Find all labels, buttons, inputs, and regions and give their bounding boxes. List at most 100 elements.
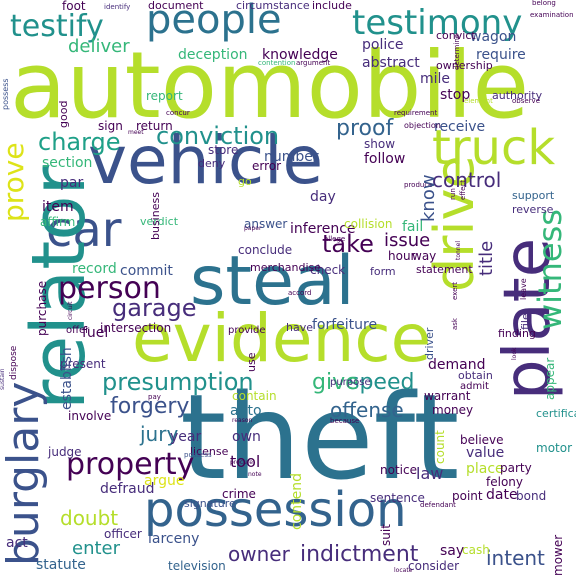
word-cloud-term-steal: steal	[190, 242, 355, 321]
word-cloud-term-argument: identify	[104, 3, 131, 11]
word-cloud-term-theft: theft	[180, 368, 460, 506]
word-cloud-term-abstract: abstract	[362, 55, 420, 71]
word-cloud-term-license: signature	[184, 497, 236, 510]
word-cloud-term-place: place	[466, 461, 504, 477]
word-cloud-term-have: form	[370, 265, 396, 278]
word-cloud-term-crime: crime	[222, 487, 256, 501]
word-cloud-term-sign: report	[146, 89, 183, 103]
word-cloud-term-owner: owner	[228, 542, 290, 566]
word-cloud-term-defraud: defraud	[100, 481, 155, 497]
word-cloud-term-ownership: convict	[436, 29, 476, 42]
word-cloud-term-speed: speed	[348, 370, 415, 395]
word-cloud-term-identify: possess	[184, 451, 212, 459]
word-cloud-term-sustain: circuit	[67, 301, 74, 320]
word-cloud-term-title: title	[476, 240, 497, 276]
word-cloud-term-auto: auto	[230, 403, 262, 419]
word-cloud-term-dispose: ask	[451, 318, 459, 330]
word-cloud-term-locate: because	[330, 417, 360, 425]
word-cloud-term-commit: commit	[120, 263, 173, 279]
word-cloud-term-consider: consider	[408, 559, 460, 573]
word-cloud-term-way: way	[412, 249, 437, 263]
word-cloud-term-verdict: affirm	[40, 215, 76, 229]
word-cloud-term-concur: produce	[404, 181, 433, 189]
word-cloud-term-officer: officer	[104, 527, 142, 541]
word-cloud-term-fact: tonnel	[455, 241, 462, 260]
word-cloud-term-pay: dispose	[9, 345, 19, 380]
word-cloud-term-provide: file	[519, 313, 532, 330]
word-cloud-term-money: money	[432, 403, 474, 417]
word-cloud-term-party: party	[500, 461, 532, 475]
word-cloud-term-issue: issue	[384, 230, 431, 251]
word-cloud-term-sentence: sentence	[370, 491, 425, 505]
word-cloud-term-good: ownership	[436, 59, 493, 72]
word-cloud-term-warrant: warrant	[424, 389, 471, 403]
word-cloud-term-suit: have	[286, 321, 313, 334]
word-cloud-term-know: know	[418, 174, 439, 222]
word-cloud-term-knowledge: knowledge	[262, 47, 338, 63]
word-cloud-term-television: television	[168, 559, 226, 573]
word-cloud-term-automobile: automobile	[10, 32, 530, 139]
word-cloud-term-record: record	[72, 261, 117, 277]
word-cloud-term-belong: defendant	[420, 501, 456, 509]
word-cloud-term-item: item	[42, 199, 74, 215]
word-cloud-term-driver: use	[245, 352, 258, 372]
word-cloud-term-conclude: collision	[344, 217, 393, 231]
word-cloud-term-paper: note	[248, 471, 262, 478]
word-cloud-term-leave: observe	[512, 97, 541, 105]
word-cloud-term-inference: inference	[290, 221, 356, 237]
word-cloud-term-people: people	[146, 0, 282, 43]
word-cloud-term-meet: argument	[296, 59, 331, 67]
word-cloud-term-fuel: fuel	[82, 325, 109, 341]
word-cloud-term-look: paper	[244, 225, 262, 232]
word-cloud-term-day: day	[310, 189, 336, 205]
word-cloud-term-notice: notice	[380, 463, 417, 477]
word-cloud-term-mower: support	[512, 189, 555, 202]
word-cloud-term-file: finding	[498, 327, 536, 340]
word-cloud-term-appear: appear	[543, 357, 557, 400]
word-cloud-term-property: property	[66, 447, 195, 482]
word-cloud-term-examination: locate	[394, 567, 413, 574]
word-cloud-term-garage: garage	[112, 294, 197, 322]
word-cloud-term-check: conclude	[238, 243, 293, 257]
word-cloud-term-collision: answer	[244, 217, 288, 231]
word-cloud-term-felony: felony	[486, 475, 523, 489]
word-cloud-term-signature: suit	[379, 524, 393, 546]
word-cloud-term-hour: hour	[388, 249, 416, 263]
word-cloud-term-give: give	[312, 370, 359, 395]
word-cloud-term-fail: fail	[402, 219, 424, 235]
word-cloud-term-reverse: license	[190, 445, 229, 458]
word-cloud-term-conviction: conviction	[156, 122, 280, 150]
word-cloud-term-truck: truck	[432, 120, 556, 176]
word-cloud-term-person: person	[58, 271, 161, 306]
word-cloud-term-point: point	[452, 489, 483, 503]
word-cloud-term-count: count	[433, 430, 447, 464]
word-cloud-term-purchase: purchase	[35, 280, 49, 336]
word-cloud-term-support: reverse	[512, 203, 554, 216]
word-cloud-term-ask: accord	[288, 289, 312, 297]
word-cloud-term-involve: involve	[68, 409, 112, 423]
word-cloud-term-intent: intent	[486, 546, 545, 570]
word-cloud-term-purpose: business	[149, 192, 162, 240]
word-cloud-term-effect: exert	[451, 281, 459, 300]
word-cloud-term-because: pay	[148, 393, 161, 401]
word-cloud-term-forfeiture: forfeiture	[312, 317, 378, 333]
word-cloud-term-statement: merchandise	[250, 261, 322, 274]
word-cloud-term-motor: motor	[536, 441, 573, 455]
word-cloud-term-requirement: meet	[128, 129, 144, 136]
word-cloud-term-date: date	[486, 487, 518, 503]
word-cloud-term-receive: receive	[434, 119, 486, 135]
word-cloud-term-possession: possession	[144, 482, 407, 538]
word-cloud-term-argue: argue	[144, 473, 185, 489]
word-cloud-term-offense: offense	[330, 398, 404, 422]
word-cloud-term-follow: follow	[364, 151, 406, 167]
word-cloud-term-error: deny	[198, 157, 226, 170]
word-cloud-term-certificate: mower	[551, 534, 565, 576]
word-cloud-term-vehicle: vehicle	[88, 122, 324, 199]
word-cloud-term-defendant: reason	[232, 417, 253, 424]
word-cloud-term-allege: effect	[459, 179, 467, 200]
word-cloud-term-act: act	[6, 535, 28, 551]
word-cloud-term-wagon: wagon	[470, 29, 517, 45]
word-cloud-term-deception: deception	[178, 47, 248, 63]
word-cloud-term-foot: go	[238, 175, 252, 188]
